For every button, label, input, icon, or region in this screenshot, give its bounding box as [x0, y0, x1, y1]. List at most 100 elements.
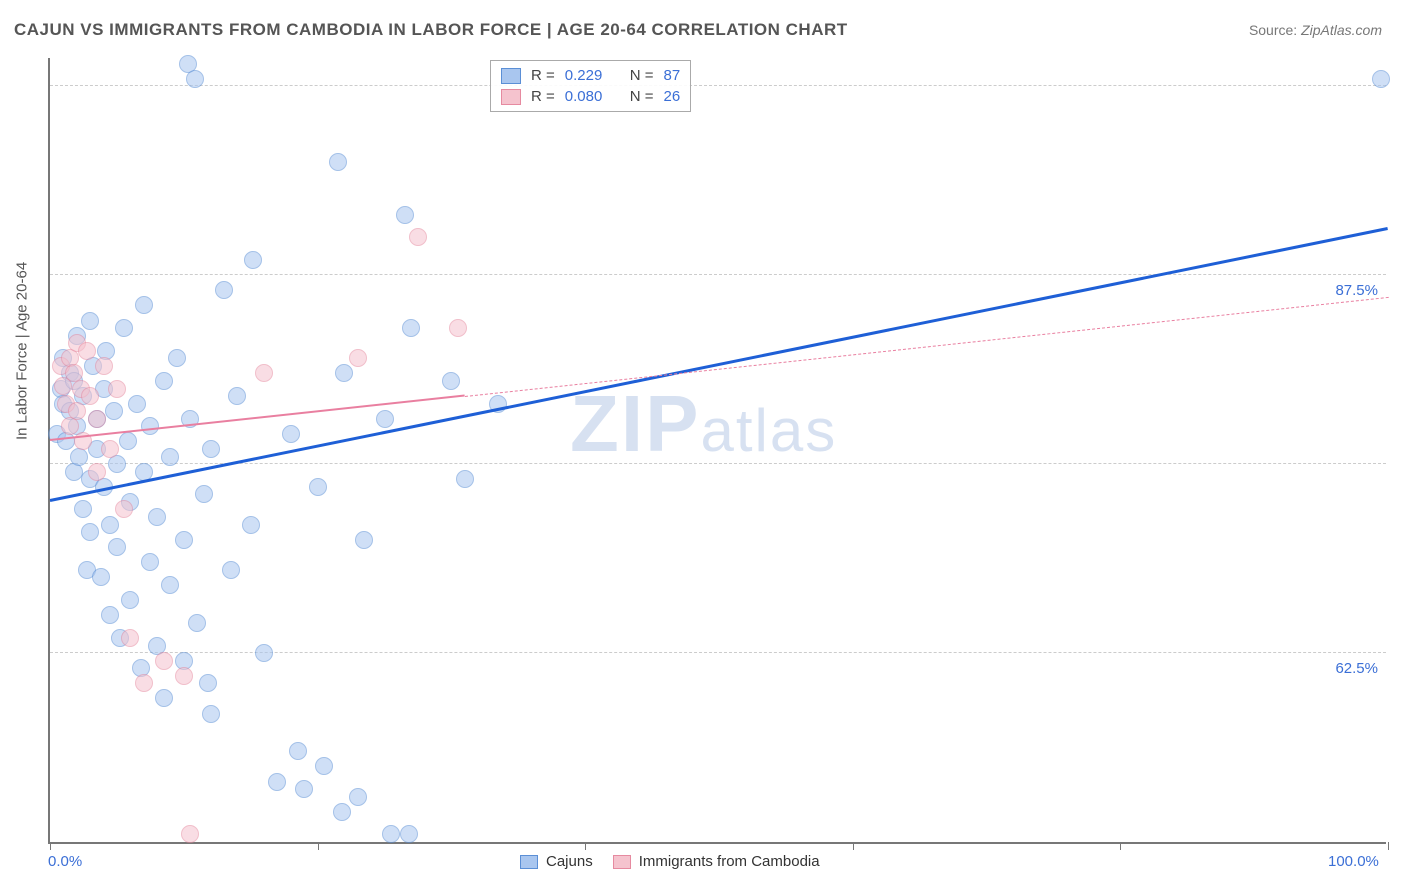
- scatter-point: [121, 629, 139, 647]
- series-legend: Cajuns Immigrants from Cambodia: [520, 853, 820, 870]
- scatter-point: [88, 463, 106, 481]
- source-label: Source:: [1249, 22, 1297, 38]
- n-value: 87: [664, 67, 681, 84]
- scatter-point: [355, 531, 373, 549]
- legend-swatch: [501, 89, 521, 105]
- scatter-point: [228, 387, 246, 405]
- scatter-point: [202, 705, 220, 723]
- scatter-point: [402, 319, 420, 337]
- series-name: Cajuns: [546, 853, 593, 870]
- stat-legend: R = 0.229 N = 87 R = 0.080 N = 26: [490, 60, 691, 112]
- r-label: R =: [531, 88, 555, 105]
- x-tick-label: 0.0%: [48, 853, 82, 870]
- scatter-point: [101, 606, 119, 624]
- x-tick: [585, 842, 586, 850]
- scatter-point: [155, 372, 173, 390]
- scatter-point: [115, 319, 133, 337]
- n-label: N =: [630, 67, 654, 84]
- scatter-point: [202, 440, 220, 458]
- stat-legend-row: R = 0.229 N = 87: [501, 65, 680, 86]
- x-tick: [853, 842, 854, 850]
- r-label: R =: [531, 67, 555, 84]
- scatter-point: [57, 432, 75, 450]
- scatter-point: [135, 296, 153, 314]
- y-tick-label: 62.5%: [1335, 660, 1378, 677]
- scatter-point: [105, 402, 123, 420]
- gridline-h: [50, 274, 1386, 275]
- scatter-point: [141, 417, 159, 435]
- scatter-point: [396, 206, 414, 224]
- scatter-point: [74, 500, 92, 518]
- x-tick-label: 100.0%: [1328, 853, 1379, 870]
- gridline-h: [50, 85, 1386, 86]
- series-name: Immigrants from Cambodia: [639, 853, 820, 870]
- scatter-point: [376, 410, 394, 428]
- legend-swatch: [501, 68, 521, 84]
- stat-legend-row: R = 0.080 N = 26: [501, 86, 680, 107]
- scatter-point: [335, 364, 353, 382]
- scatter-point: [255, 364, 273, 382]
- x-tick: [1120, 842, 1121, 850]
- x-tick: [50, 842, 51, 850]
- scatter-point: [161, 576, 179, 594]
- scatter-point: [181, 825, 199, 843]
- scatter-point: [1372, 70, 1390, 88]
- scatter-point: [81, 523, 99, 541]
- scatter-point: [141, 553, 159, 571]
- scatter-point: [456, 470, 474, 488]
- scatter-point: [92, 568, 110, 586]
- scatter-point: [255, 644, 273, 662]
- scatter-point: [119, 432, 137, 450]
- scatter-point: [349, 788, 367, 806]
- r-value: 0.080: [565, 88, 620, 105]
- scatter-point: [135, 674, 153, 692]
- series-legend-item: Immigrants from Cambodia: [613, 853, 820, 870]
- scatter-point: [70, 448, 88, 466]
- scatter-point: [121, 591, 139, 609]
- scatter-point: [188, 614, 206, 632]
- scatter-point: [186, 70, 204, 88]
- scatter-point: [215, 281, 233, 299]
- scatter-point: [268, 773, 286, 791]
- scatter-point: [315, 757, 333, 775]
- scatter-point: [101, 440, 119, 458]
- n-label: N =: [630, 88, 654, 105]
- scatter-point: [148, 508, 166, 526]
- scatter-point: [81, 387, 99, 405]
- chart-container: CAJUN VS IMMIGRANTS FROM CAMBODIA IN LAB…: [0, 0, 1406, 892]
- scatter-point: [161, 448, 179, 466]
- scatter-point: [349, 349, 367, 367]
- scatter-point: [400, 825, 418, 843]
- scatter-point: [199, 674, 217, 692]
- y-tick-label: 87.5%: [1335, 282, 1378, 299]
- scatter-point: [242, 516, 260, 534]
- series-legend-item: Cajuns: [520, 853, 593, 870]
- scatter-point: [88, 410, 106, 428]
- x-tick: [1388, 842, 1389, 850]
- legend-swatch: [613, 855, 631, 869]
- r-value: 0.229: [565, 67, 620, 84]
- watermark: ZIPatlas: [570, 378, 837, 470]
- scatter-point: [128, 395, 146, 413]
- plot-area: ZIPatlas 62.5%87.5%0.0%100.0%R =0.229N =…: [48, 58, 1386, 844]
- source-attribution: Source: ZipAtlas.com: [1249, 22, 1382, 38]
- scatter-point: [333, 803, 351, 821]
- scatter-point: [409, 228, 427, 246]
- scatter-point: [115, 500, 133, 518]
- x-tick: [318, 842, 319, 850]
- scatter-point: [108, 380, 126, 398]
- scatter-point: [449, 319, 467, 337]
- scatter-point: [309, 478, 327, 496]
- scatter-point: [222, 561, 240, 579]
- scatter-point: [155, 652, 173, 670]
- source-value: ZipAtlas.com: [1301, 22, 1382, 38]
- scatter-point: [68, 402, 86, 420]
- gridline-h: [50, 652, 1386, 653]
- scatter-point: [195, 485, 213, 503]
- legend-swatch: [520, 855, 538, 869]
- scatter-point: [175, 667, 193, 685]
- scatter-point: [108, 538, 126, 556]
- trend-line: [465, 297, 1388, 397]
- n-value: 26: [664, 88, 681, 105]
- scatter-point: [78, 342, 96, 360]
